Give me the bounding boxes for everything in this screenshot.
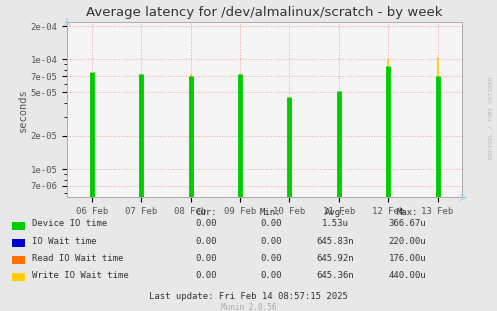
Text: IO Wait time: IO Wait time (32, 237, 97, 245)
Text: 0.00: 0.00 (260, 220, 282, 228)
Text: Cur:: Cur: (195, 208, 217, 217)
Text: 0.00: 0.00 (260, 254, 282, 262)
Text: 1.53u: 1.53u (322, 220, 349, 228)
Text: 0.00: 0.00 (195, 254, 217, 262)
Text: 0.00: 0.00 (195, 237, 217, 245)
Title: Average latency for /dev/almalinux/scratch - by week: Average latency for /dev/almalinux/scrat… (86, 6, 443, 19)
Text: Munin 2.0.56: Munin 2.0.56 (221, 303, 276, 311)
Text: Last update: Fri Feb 14 08:57:15 2025: Last update: Fri Feb 14 08:57:15 2025 (149, 292, 348, 300)
Text: 0.00: 0.00 (195, 271, 217, 280)
Text: 645.92n: 645.92n (317, 254, 354, 262)
Text: 0.00: 0.00 (260, 271, 282, 280)
Text: Read IO Wait time: Read IO Wait time (32, 254, 124, 262)
Text: 0.00: 0.00 (195, 220, 217, 228)
Text: Write IO Wait time: Write IO Wait time (32, 271, 129, 280)
Text: 220.00u: 220.00u (389, 237, 426, 245)
Text: 176.00u: 176.00u (389, 254, 426, 262)
Text: Max:: Max: (397, 208, 418, 217)
Text: 645.36n: 645.36n (317, 271, 354, 280)
Text: Min:: Min: (260, 208, 282, 217)
Text: 440.00u: 440.00u (389, 271, 426, 280)
Y-axis label: seconds: seconds (18, 88, 28, 132)
Text: Device IO time: Device IO time (32, 220, 107, 228)
Text: 366.67u: 366.67u (389, 220, 426, 228)
Text: Avg:: Avg: (325, 208, 346, 217)
Text: RRDTOOL / TOBI OETIKER: RRDTOOL / TOBI OETIKER (488, 77, 493, 160)
Text: 0.00: 0.00 (260, 237, 282, 245)
Text: 645.83n: 645.83n (317, 237, 354, 245)
